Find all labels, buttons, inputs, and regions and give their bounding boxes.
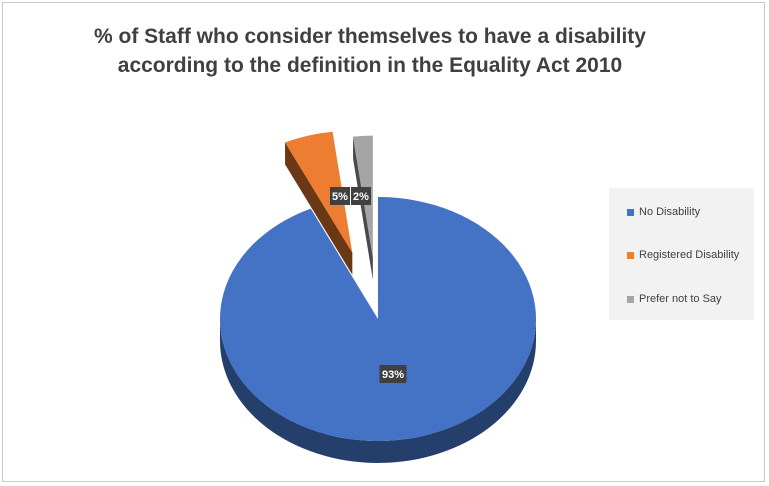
data-label-prefer-not-to-say: 2% [353,191,369,203]
legend-label-prefer-not-to-say: Prefer not to Say [639,293,722,305]
slice-registered-disability [285,131,353,253]
data-label-box-prefer-not-to-say [351,187,371,205]
slice-no-disability [219,197,536,441]
legend-label-no-disability: No Disability [639,206,701,218]
legend-item-no-disability: No Disability [627,205,700,219]
legend-swatch-registered-disability [627,251,634,259]
legend-item-registered-disability: Registered Disability [627,248,739,262]
chart-legend: No Disability Registered Disability Pref… [609,188,754,320]
legend-swatch-prefer-not-to-say [627,295,634,303]
legend-swatch-no-disability [627,208,634,216]
legend-label-registered-disability: Registered Disability [639,249,740,261]
chart-title: % of Staff who consider themselves to ha… [0,22,740,80]
chart-title-line-1: % of Staff who consider themselves to ha… [94,25,646,48]
legend-item-prefer-not-to-say: Prefer not to Say [627,292,722,306]
data-label-registered-disability: 5% [332,191,348,203]
slice-wall-prefer-not-to-say [353,136,373,280]
data-label-box-registered-disability [330,187,350,205]
chart-title-line-2: according to the definition in the Equal… [117,54,623,77]
slice-wall-registered-disability [285,142,353,275]
slice-side-no-disability [220,319,536,463]
data-label-no-disability: 93% [382,369,404,381]
data-label-box-no-disability [379,365,407,383]
